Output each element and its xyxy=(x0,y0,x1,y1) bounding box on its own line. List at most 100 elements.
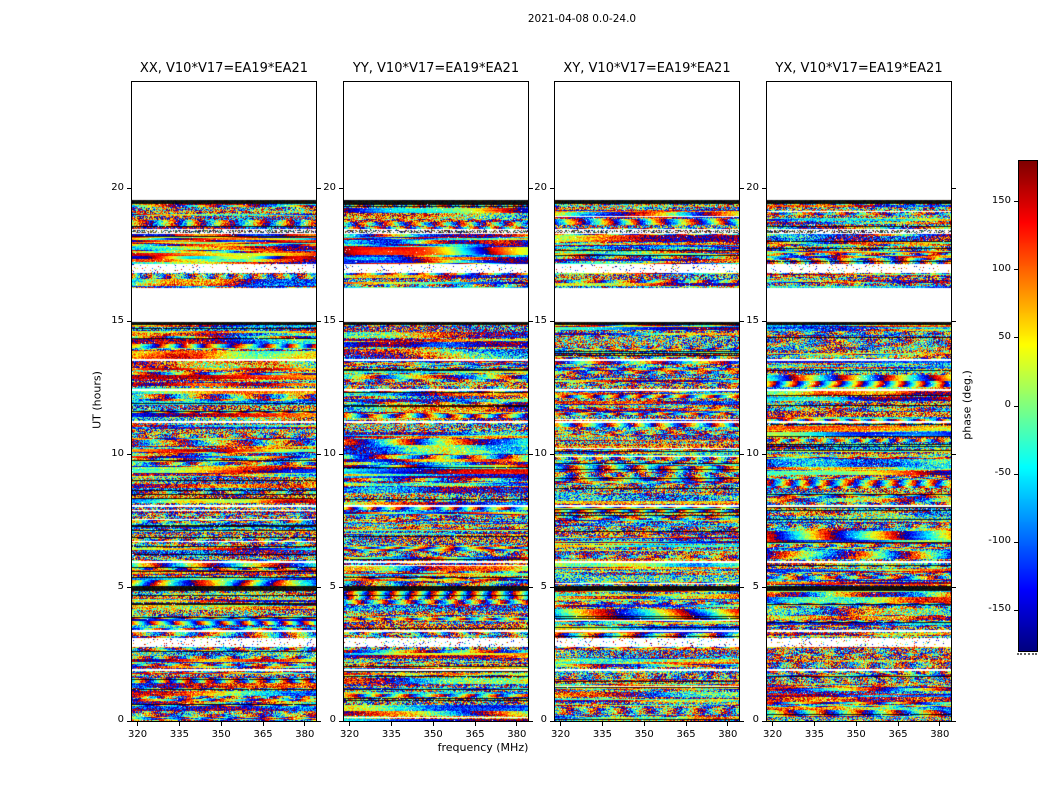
x-tick-label: 365 xyxy=(676,729,696,740)
y-tick xyxy=(127,720,131,722)
y-tick-label: 15 xyxy=(323,314,336,326)
x-tick-label: 365 xyxy=(888,729,908,740)
colorbar-tick xyxy=(1014,269,1018,271)
y-tick-right xyxy=(952,454,956,456)
y-tick-label: 5 xyxy=(540,580,547,592)
figure-title: 2021-04-08 0.0-24.0 xyxy=(527,13,637,25)
x-tick xyxy=(727,722,729,726)
x-tick-label: 320 xyxy=(128,729,148,740)
y-tick-label: 20 xyxy=(534,181,547,193)
y-tick-label: 20 xyxy=(746,181,759,193)
y-tick-right xyxy=(740,321,744,323)
colorbar-label: phase (deg.) xyxy=(960,370,974,440)
y-tick xyxy=(762,587,766,589)
heatmap-canvas-yx xyxy=(767,82,951,721)
x-axis-label: frequency (MHz) xyxy=(437,741,529,754)
subplot-yx: YX, V10*V17=EA19*EA21 0 5 10 15 20 320 335 350 3… xyxy=(746,61,956,740)
y-tick-right xyxy=(529,720,533,722)
x-tick xyxy=(772,722,774,726)
y-tick xyxy=(339,454,343,456)
y-tick xyxy=(762,720,766,722)
y-tick-label: 0 xyxy=(329,714,336,725)
y-tick-right xyxy=(317,454,321,456)
x-tick xyxy=(137,722,139,726)
y-tick xyxy=(550,321,554,323)
y-tick-label: 15 xyxy=(111,314,124,326)
x-tick xyxy=(813,722,815,726)
y-tick-label: 5 xyxy=(117,580,124,592)
y-tick xyxy=(550,587,554,589)
heatmap-canvas-xx xyxy=(132,82,316,721)
y-tick xyxy=(339,188,343,189)
y-tick-label: 20 xyxy=(111,181,124,193)
colorbar: -150 -100 -50 0 50 100 150 xyxy=(988,160,1038,652)
x-tick-label: 380 xyxy=(930,729,950,740)
x-tick-label: 380 xyxy=(295,729,315,740)
x-tick-label: 380 xyxy=(718,729,738,740)
subplot-xx-title: XX, V10*V17=EA19*EA21 xyxy=(139,61,309,76)
y-tick-right xyxy=(529,587,533,589)
heatmap-canvas-yy xyxy=(344,82,528,721)
subplot-xy: XY, V10*V17=EA19*EA21 0 5 10 15 20 320 335 350 3… xyxy=(534,61,744,740)
x-tick xyxy=(601,722,603,726)
y-tick xyxy=(339,720,343,722)
x-tick xyxy=(516,722,518,726)
x-tick-label: 335 xyxy=(804,729,824,740)
y-tick-right xyxy=(740,188,744,189)
y-tick-right xyxy=(317,188,321,189)
y-tick-right xyxy=(740,720,744,722)
y-tick-right xyxy=(529,188,533,189)
y-tick-label: 0 xyxy=(117,714,124,725)
x-tick-label: 365 xyxy=(253,729,273,740)
y-tick-label: 10 xyxy=(323,447,336,459)
subplot-yy: YY, V10*V17=EA19*EA21 0 5 10 15 20 320 335 350 3… xyxy=(323,61,533,740)
y-tick-right xyxy=(952,720,956,722)
y-tick-right xyxy=(952,587,956,589)
x-tick xyxy=(897,722,899,726)
x-tick xyxy=(304,722,306,726)
y-tick-label: 0 xyxy=(540,714,547,725)
x-tick-label: 335 xyxy=(169,729,189,740)
colorbar-tick xyxy=(1014,541,1018,543)
y-tick-label: 5 xyxy=(752,580,759,592)
x-tick xyxy=(560,722,562,726)
x-tick-label: 380 xyxy=(507,729,527,740)
y-tick-label: 10 xyxy=(534,447,547,459)
subplot-yx-title: YX, V10*V17=EA19*EA21 xyxy=(775,61,943,76)
y-tick-right xyxy=(529,321,533,323)
colorbar-tick-label: 100 xyxy=(991,262,1011,274)
y-tick-label: 15 xyxy=(534,314,547,326)
x-tick xyxy=(349,722,351,726)
y-tick xyxy=(762,321,766,323)
subplot-yy-title: YY, V10*V17=EA19*EA21 xyxy=(352,61,520,76)
x-tick xyxy=(685,722,687,726)
y-tick-right xyxy=(740,587,744,589)
colorbar-tick-label: -50 xyxy=(994,467,1011,479)
x-tick xyxy=(432,722,434,726)
x-tick-label: 350 xyxy=(211,729,231,740)
x-tick xyxy=(390,722,392,726)
x-tick xyxy=(178,722,180,726)
colorbar-gradient-canvas xyxy=(1019,161,1037,651)
colorbar-tick xyxy=(1014,405,1018,407)
heatmap-canvas-xy xyxy=(555,82,739,721)
y-tick-right xyxy=(529,454,533,456)
y-tick xyxy=(550,720,554,722)
y-tick xyxy=(550,188,554,189)
x-tick-label: 320 xyxy=(763,729,783,740)
y-tick-right xyxy=(317,321,321,323)
y-tick xyxy=(127,454,131,456)
y-tick-right xyxy=(740,454,744,456)
subplot-xy-title: XY, V10*V17=EA19*EA21 xyxy=(563,61,731,76)
x-tick-label: 320 xyxy=(340,729,360,740)
colorbar-tick xyxy=(1014,609,1018,611)
x-tick-label: 335 xyxy=(592,729,612,740)
colorbar-tick-label: 50 xyxy=(998,330,1011,342)
x-tick-label: 350 xyxy=(423,729,443,740)
x-tick-label: 350 xyxy=(634,729,654,740)
y-axis-label: UT (hours) xyxy=(90,371,104,429)
colorbar-tick-label: 0 xyxy=(1004,399,1011,410)
x-tick xyxy=(643,722,645,726)
y-tick xyxy=(127,321,131,323)
